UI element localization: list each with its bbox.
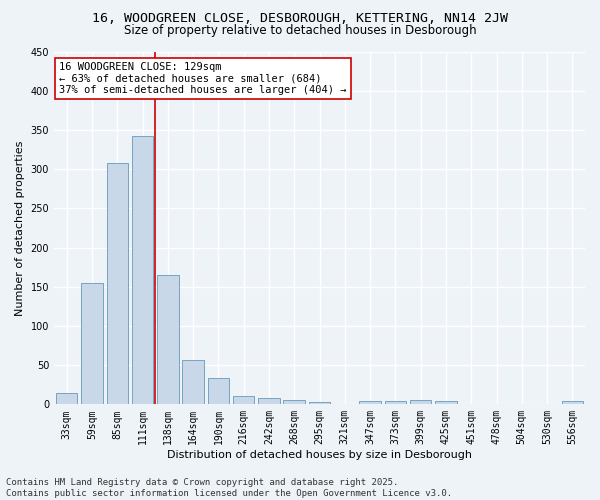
Text: 16 WOODGREEN CLOSE: 129sqm
← 63% of detached houses are smaller (684)
37% of sem: 16 WOODGREEN CLOSE: 129sqm ← 63% of deta… <box>59 62 347 96</box>
Bar <box>182 360 204 405</box>
Text: Size of property relative to detached houses in Desborough: Size of property relative to detached ho… <box>124 24 476 37</box>
Text: Contains HM Land Registry data © Crown copyright and database right 2025.
Contai: Contains HM Land Registry data © Crown c… <box>6 478 452 498</box>
Bar <box>435 401 457 404</box>
Bar <box>385 401 406 404</box>
Bar <box>410 400 431 404</box>
Bar <box>562 401 583 404</box>
Text: 16, WOODGREEN CLOSE, DESBOROUGH, KETTERING, NN14 2JW: 16, WOODGREEN CLOSE, DESBOROUGH, KETTERI… <box>92 12 508 26</box>
X-axis label: Distribution of detached houses by size in Desborough: Distribution of detached houses by size … <box>167 450 472 460</box>
Bar <box>157 275 179 404</box>
Bar <box>81 283 103 405</box>
Bar <box>208 378 229 404</box>
Bar <box>258 398 280 404</box>
Y-axis label: Number of detached properties: Number of detached properties <box>15 140 25 316</box>
Bar <box>233 396 254 404</box>
Bar <box>56 392 77 404</box>
Bar <box>359 401 381 404</box>
Bar <box>309 402 330 404</box>
Bar <box>132 136 153 404</box>
Bar <box>283 400 305 404</box>
Bar <box>107 163 128 404</box>
